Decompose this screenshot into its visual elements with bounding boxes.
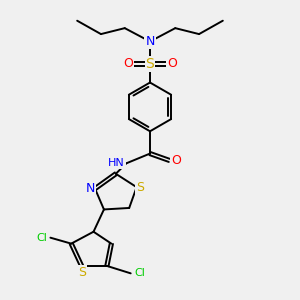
Text: O: O: [171, 154, 181, 167]
Text: S: S: [78, 266, 86, 279]
Text: N: N: [86, 182, 95, 195]
Text: S: S: [146, 57, 154, 71]
Text: Cl: Cl: [134, 268, 145, 278]
Text: O: O: [167, 57, 177, 70]
Text: O: O: [123, 57, 133, 70]
Text: N: N: [145, 35, 155, 48]
Text: HN: HN: [108, 158, 125, 168]
Text: S: S: [136, 181, 144, 194]
Text: Cl: Cl: [36, 233, 47, 243]
